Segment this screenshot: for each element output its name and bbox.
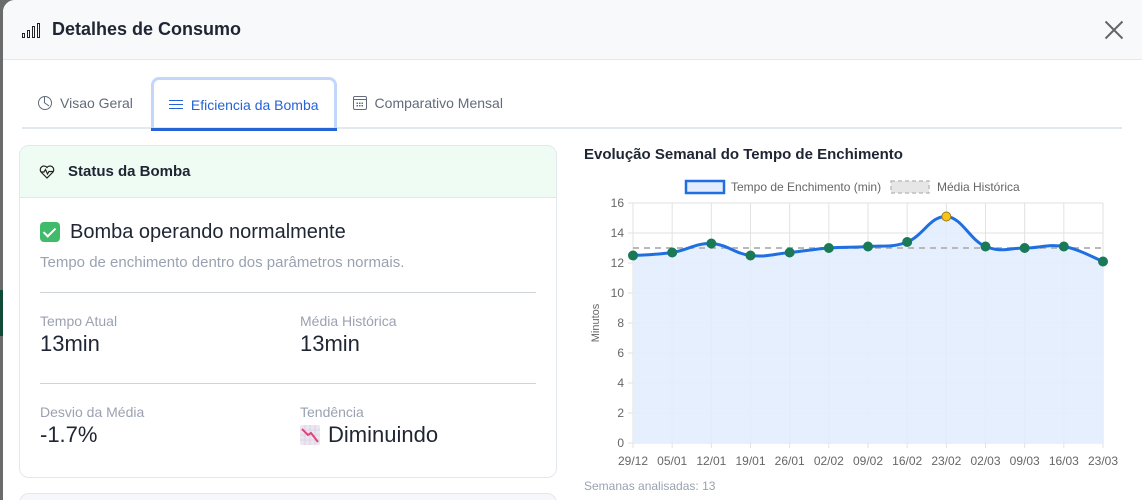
data-point[interactable] [706,238,717,249]
divider [40,292,536,293]
y-tick-label: 10 [611,286,625,300]
legend-label[interactable]: Média Histórica [937,180,1020,194]
status-text: Bomba operando normalmente [70,220,346,243]
y-tick-label: 2 [617,406,624,420]
x-tick-label: 23/03 [1088,454,1118,468]
tab-comparativo-mensal[interactable]: Comparativo Mensal [337,77,519,129]
data-point[interactable] [784,247,795,258]
stat-historical-average: Média Histórica 13min [300,313,536,357]
stat-value: Diminuindo [300,422,536,448]
stat-label: Desvio da Média [40,404,145,420]
x-tick-label: 09/02 [853,454,883,468]
weeks-analyzed: Semanas analisadas: 13 [584,479,716,493]
tab-visao-geral[interactable]: Visao Geral [22,77,149,129]
x-tick-label: 02/02 [814,454,844,468]
stat-current-time: Tempo Atual 13min [40,313,300,357]
chart-decreasing-icon [300,425,320,445]
x-tick-label: 16/02 [892,454,922,468]
legend-label[interactable]: Tempo de Enchimento (min) [731,180,881,194]
status-line: Bomba operando normalmente [40,218,536,246]
data-point[interactable] [667,247,678,258]
x-tick-label: 19/01 [735,454,765,468]
card-title: Status da Bomba [68,163,191,180]
waves-icon [168,98,183,112]
trend-text: Diminuindo [328,422,439,447]
pie-chart-icon [38,96,52,110]
pump-status-card: Status da Bomba Bomba operando normalmen… [19,145,557,478]
stat-label: Tempo Atual [40,313,118,329]
y-axis-label: Minutos [590,303,602,342]
tab-label: Eficiencia da Bomba [190,96,319,113]
fill-time-line-chart: Tempo de Enchimento (min) Média Histórica… [590,179,1118,468]
y-tick-label: 16 [611,196,625,210]
data-point[interactable] [941,211,952,222]
data-point[interactable] [863,241,873,252]
chart-title: Evolução Semanal do Tempo de Enchimento [584,146,903,163]
stat-value: 13min [40,331,100,356]
modal-title: Detalhes de Consumo [52,19,242,39]
tab-eficiencia-da-bomba[interactable]: Eficiencia da Bomba [150,77,337,131]
data-point[interactable] [980,241,991,252]
y-tick-label: 14 [611,226,625,240]
stat-deviation: Desvio da Média -1.7% [40,404,300,448]
y-tick-label: 4 [617,376,624,390]
data-point[interactable] [823,243,834,253]
x-tick-label: 05/01 [657,454,687,468]
card-header: Status da Bomba [20,146,556,198]
area-fill [633,216,1103,443]
y-tick-label: 8 [617,316,624,330]
data-point[interactable] [902,237,913,247]
divider [40,383,536,384]
stat-label: Média Histórica [300,313,397,329]
calendar-icon [352,96,367,110]
y-tick-label: 12 [611,256,625,270]
bar-chart-icon [22,22,40,38]
x-tick-label: 16/03 [1049,454,1079,468]
status-subtext: Tempo de enchimento dentro dos parâmetro… [40,254,405,271]
tab-label: Visao Geral [60,95,133,111]
x-tick-label: 23/02 [931,454,961,468]
x-tick-label: 29/12 [618,454,648,468]
stat-trend: Tendência Diminuindo [300,404,536,448]
x-tick-label: 26/01 [775,454,805,468]
tab-label: Comparativo Mensal [374,95,503,111]
x-tick-label: 12/01 [696,454,726,468]
data-point[interactable] [745,250,756,261]
y-tick-label: 0 [617,436,624,450]
check-box-icon [40,222,60,242]
data-point[interactable] [1058,241,1069,252]
tab-bar: Visao Geral Eficiencia da Bomba Comparat… [22,77,1122,131]
heart-pulse-icon [39,164,55,179]
data-point[interactable] [1019,243,1030,253]
legend-swatch-fill-time[interactable] [684,179,726,195]
stat-value: -1.7% [40,422,98,447]
stats-row-2: Desvio da Média -1.7% Tendência Diminuin… [40,404,536,448]
stat-label: Tendência [300,404,364,420]
stats-row-1: Tempo Atual 13min Média Histórica 13min [40,313,536,357]
x-tick-label: 09/03 [1010,454,1040,468]
next-card [19,493,557,500]
data-point[interactable] [1098,256,1108,267]
y-tick-label: 6 [617,346,624,360]
legend-swatch-average[interactable] [890,180,930,194]
x-tick-label: 02/03 [970,454,1000,468]
modal-header: Detalhes de Consumo [3,0,1142,60]
stat-value: 13min [300,331,360,356]
close-icon[interactable] [1104,20,1124,40]
data-point[interactable] [628,250,638,261]
